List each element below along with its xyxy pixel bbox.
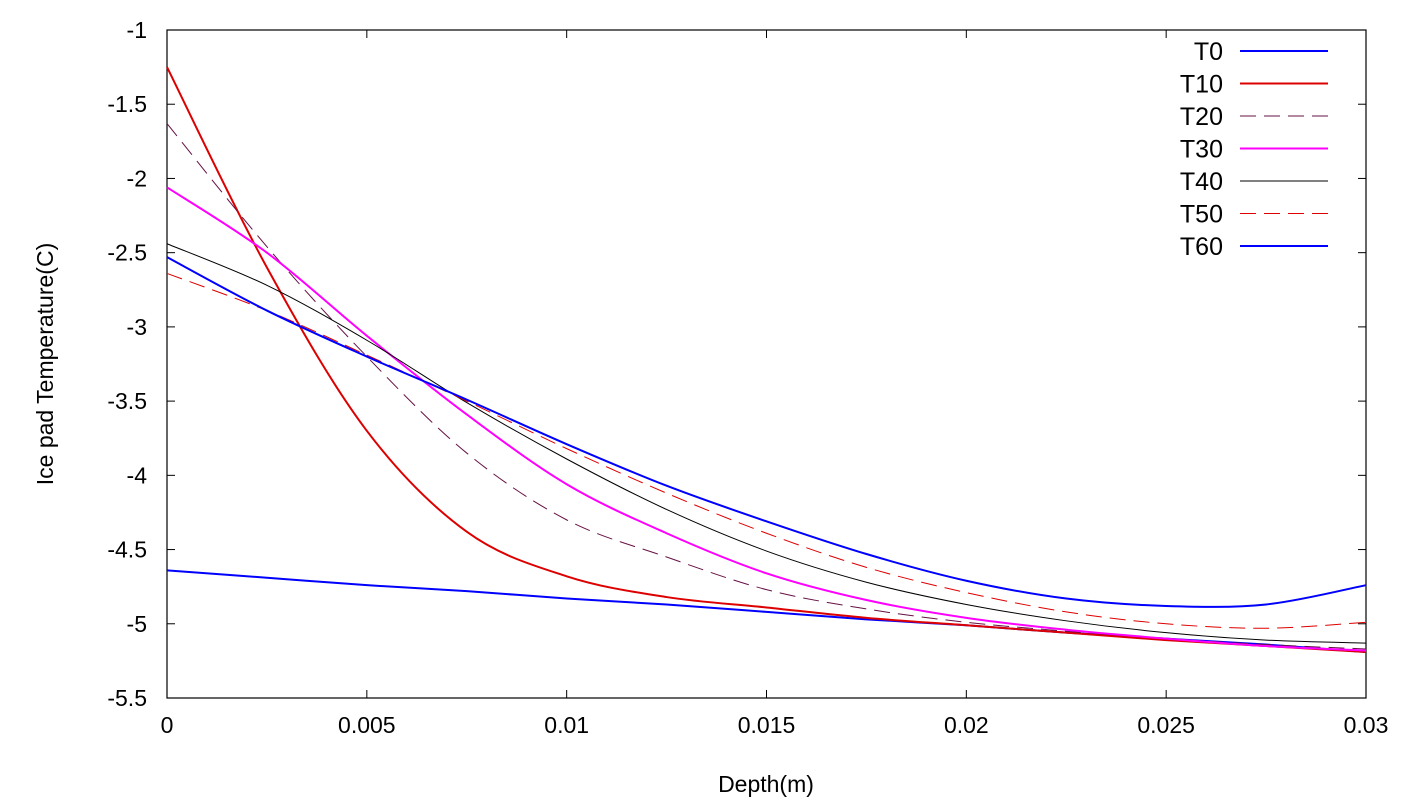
x-axis-title: Depth(m) [718, 771, 814, 797]
y-tick-label: -4.5 [107, 537, 147, 563]
legend-label-t40: T40 [1180, 168, 1223, 196]
y-tick-label: -3 [127, 314, 147, 340]
x-tick-label: 0 [161, 712, 174, 738]
x-tick-label: 0.02 [944, 712, 989, 738]
y-tick-label: -2 [127, 165, 147, 191]
series-line-t50 [166, 272, 1367, 629]
series-line-t10 [166, 66, 1367, 653]
x-tick-label: 0.03 [1344, 712, 1389, 738]
series-line-t30 [166, 186, 1367, 652]
x-tick-label: 0.01 [544, 712, 589, 738]
y-tick-label: -5 [127, 611, 147, 637]
legend: T0 T10 T20 T30 T40 T50 T60 [1180, 38, 1328, 261]
x-tick-label: 0.025 [1137, 712, 1195, 738]
legend-label-t20: T20 [1180, 103, 1223, 131]
legend-label-t60: T60 [1180, 233, 1223, 261]
legend-label-t10: T10 [1180, 71, 1223, 99]
y-tick-label: -1.5 [107, 91, 147, 117]
y-tick-label: -3.5 [107, 388, 147, 414]
series-line-t40 [166, 243, 1367, 644]
axis-ticks: 0 0.005 0.01 0.015 0.02 0.025 0.03 -1 -1.5 -2 -2.5… [107, 17, 1388, 738]
x-tick-label: 0.015 [738, 712, 796, 738]
series-line-t60 [166, 256, 1367, 608]
y-tick-label: -1 [127, 17, 147, 43]
legend-label-t0: T0 [1194, 38, 1223, 66]
y-tick-label: -2.5 [107, 240, 147, 266]
y-axis-title: Ice pad Temperature(C) [32, 243, 58, 485]
legend-label-t50: T50 [1180, 201, 1223, 229]
x-tick-label: 0.005 [338, 712, 396, 738]
y-tick-label: -5.5 [107, 685, 147, 711]
legend-label-t30: T30 [1180, 136, 1223, 164]
y-tick-label: -4 [127, 462, 148, 488]
series-lines [166, 66, 1367, 653]
